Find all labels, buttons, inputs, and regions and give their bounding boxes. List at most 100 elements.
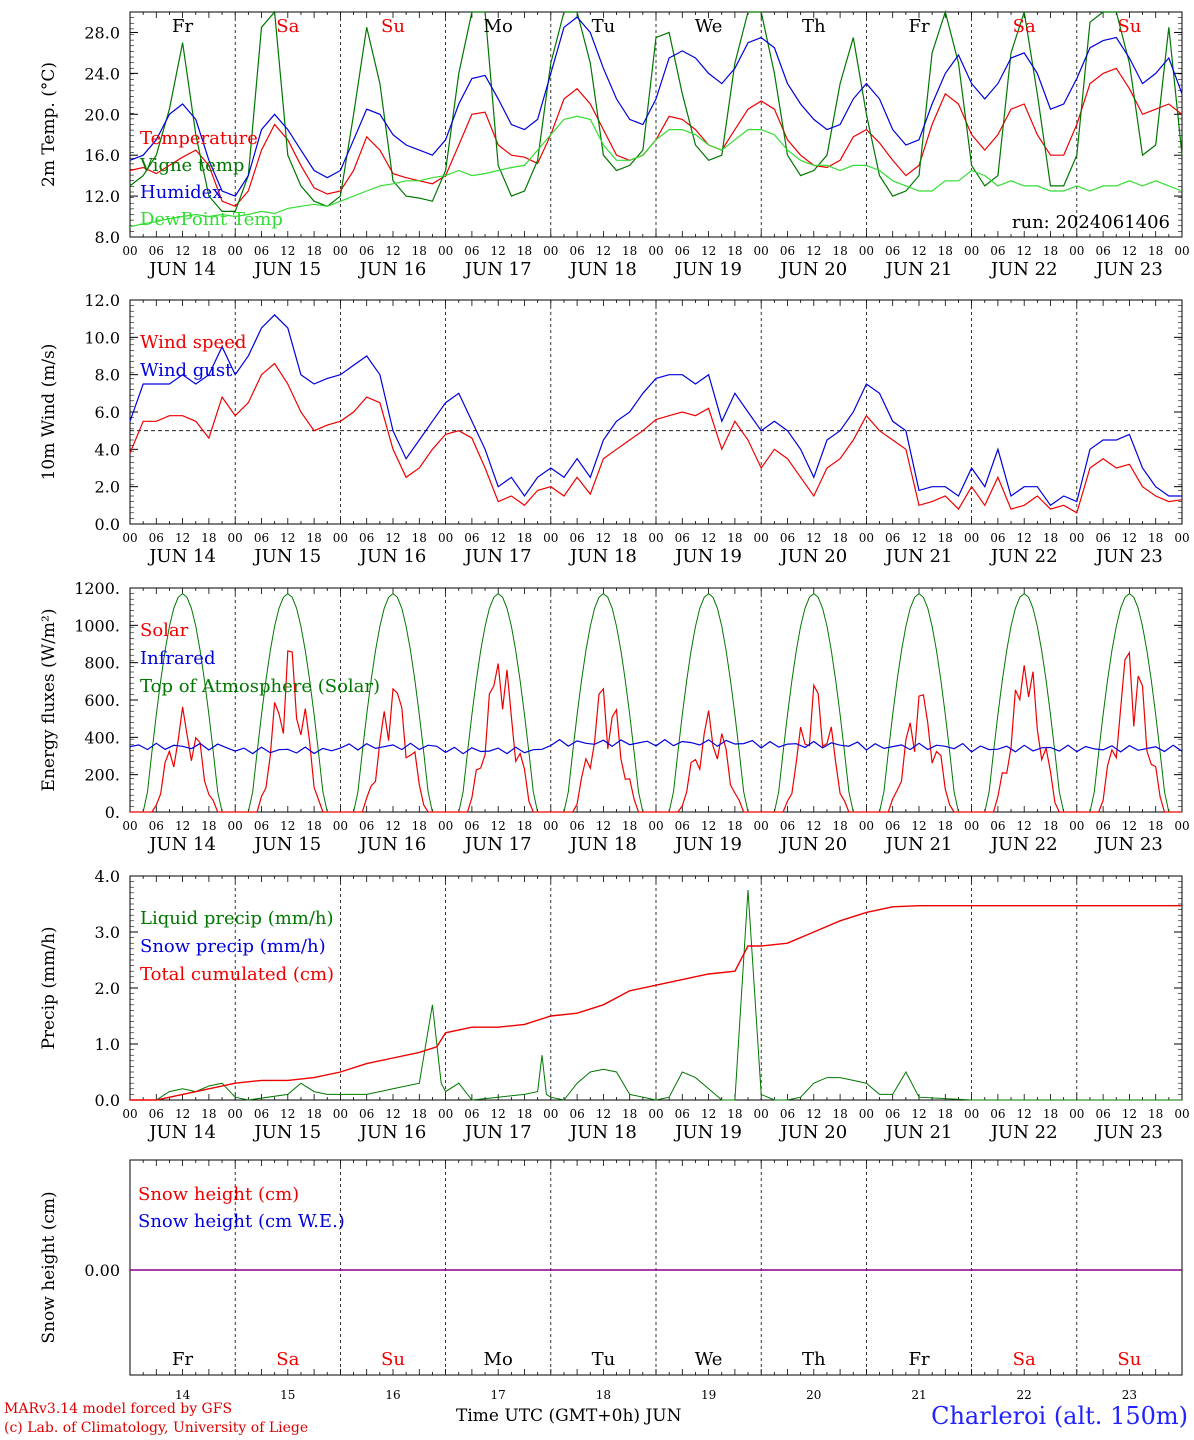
day-label: JUN 22 bbox=[989, 259, 1058, 280]
legend-top-of-atmosphere-solar-: Top of Atmosphere (Solar) bbox=[140, 676, 380, 697]
hour-tick-label: 18 bbox=[622, 531, 637, 545]
hour-tick-label: 00 bbox=[754, 1107, 769, 1121]
hour-tick-label: 12 bbox=[385, 1107, 400, 1121]
panel-2-frame bbox=[129, 587, 1183, 813]
hour-tick-label: 00 bbox=[859, 1107, 874, 1121]
legend-temperature: Temperature bbox=[140, 128, 258, 149]
hour-tick-label: 18 bbox=[1148, 244, 1163, 258]
hour-tick-label: 12 bbox=[911, 819, 926, 833]
hour-tick-label: 18 bbox=[412, 531, 427, 545]
hour-tick-label: 00 bbox=[1069, 531, 1084, 545]
day-number-label: 18 bbox=[596, 1388, 611, 1402]
legend-humidex: Humidex bbox=[140, 182, 222, 203]
day-number-label: 19 bbox=[701, 1388, 716, 1402]
series-vigne-temp bbox=[129, 9, 1183, 212]
hour-tick-label: 00 bbox=[438, 1107, 453, 1121]
day-label: JUN 18 bbox=[568, 259, 637, 280]
day-label: JUN 21 bbox=[884, 259, 953, 280]
hour-tick-label: 18 bbox=[938, 1107, 953, 1121]
hour-tick-label: 06 bbox=[569, 1107, 584, 1121]
day-label: JUN 23 bbox=[1094, 259, 1163, 280]
day-label: JUN 16 bbox=[358, 834, 427, 855]
day-label: JUN 19 bbox=[673, 546, 742, 567]
day-label: JUN 15 bbox=[252, 546, 321, 567]
legend-snow-1: Snow height (cm W.E.) bbox=[138, 1211, 345, 1232]
hour-tick-label: 06 bbox=[464, 531, 479, 545]
hour-tick-label: 12 bbox=[596, 1107, 611, 1121]
hour-tick-label: 00 bbox=[122, 244, 137, 258]
hour-tick-label: 12 bbox=[806, 531, 821, 545]
hour-tick-label: 00 bbox=[333, 1107, 348, 1121]
day-label: JUN 14 bbox=[147, 834, 216, 855]
panel-0-frame bbox=[129, 11, 1183, 238]
day-label: JUN 21 bbox=[884, 1122, 953, 1143]
hour-tick-label: 00 bbox=[438, 819, 453, 833]
hour-tick-label: 06 bbox=[990, 531, 1005, 545]
hour-tick-label: 18 bbox=[727, 1107, 742, 1121]
hour-tick-label: 12 bbox=[596, 531, 611, 545]
series-humidex bbox=[129, 16, 1183, 197]
hour-tick-label: 18 bbox=[727, 819, 742, 833]
hour-tick-label: 06 bbox=[569, 531, 584, 545]
station-name: Charleroi (alt. 150m) bbox=[931, 1402, 1188, 1430]
hour-tick-label: 00 bbox=[122, 819, 137, 833]
day-number-label: 21 bbox=[911, 1388, 926, 1402]
y-tick-label: 400. bbox=[84, 728, 120, 747]
hour-tick-label: 00 bbox=[648, 531, 663, 545]
hour-tick-label: 06 bbox=[464, 1107, 479, 1121]
hour-tick-label: 12 bbox=[1122, 244, 1137, 258]
weekday-label-bottom: Th bbox=[802, 1349, 826, 1370]
y-tick-label: 20.0 bbox=[84, 105, 120, 124]
weekday-label-bottom: Tu bbox=[592, 1349, 616, 1370]
weekday-label: Sa bbox=[1013, 16, 1036, 37]
hour-tick-label: 18 bbox=[412, 244, 427, 258]
y-tick-label: 1200. bbox=[74, 579, 120, 598]
day-label: JUN 22 bbox=[989, 834, 1058, 855]
y-tick-label: 600. bbox=[84, 691, 120, 710]
hour-tick-label: 00 bbox=[754, 531, 769, 545]
series-total-cumulated bbox=[130, 905, 1182, 1101]
hour-tick-label: 18 bbox=[201, 1107, 216, 1121]
hour-tick-label: 00 bbox=[1069, 819, 1084, 833]
hour-tick-label: 00 bbox=[333, 531, 348, 545]
hour-tick-label: 12 bbox=[596, 244, 611, 258]
hour-tick-label: 12 bbox=[175, 819, 190, 833]
hour-tick-label: 00 bbox=[648, 1107, 663, 1121]
hour-tick-label: 18 bbox=[832, 819, 847, 833]
day-number-label: 17 bbox=[491, 1388, 506, 1402]
day-label: JUN 17 bbox=[463, 259, 532, 280]
weekday-label: We bbox=[695, 16, 723, 37]
y-axis-label-4: Snow height (cm) bbox=[39, 1191, 59, 1343]
hour-tick-label: 18 bbox=[727, 531, 742, 545]
day-label: JUN 23 bbox=[1094, 834, 1163, 855]
hour-tick-label: 00 bbox=[543, 244, 558, 258]
day-number-label: 15 bbox=[280, 1388, 295, 1402]
day-label: JUN 18 bbox=[568, 546, 637, 567]
hour-tick-label: 12 bbox=[385, 244, 400, 258]
hour-tick-label: 18 bbox=[938, 819, 953, 833]
hour-tick-label: 12 bbox=[806, 244, 821, 258]
y-tick-label: 12.0 bbox=[84, 187, 120, 206]
hour-tick-label: 18 bbox=[201, 819, 216, 833]
day-label: JUN 21 bbox=[884, 834, 953, 855]
hour-tick-label: 00 bbox=[964, 244, 979, 258]
hour-tick-label: 12 bbox=[701, 244, 716, 258]
legend-wind-gust: Wind gust bbox=[140, 360, 233, 381]
hour-tick-label: 00 bbox=[543, 531, 558, 545]
hour-tick-label: 18 bbox=[832, 244, 847, 258]
hour-tick-label: 06 bbox=[990, 819, 1005, 833]
hour-tick-label: 18 bbox=[832, 531, 847, 545]
hour-tick-label: 06 bbox=[1095, 819, 1110, 833]
hour-tick-label: 18 bbox=[938, 244, 953, 258]
hour-tick-label: 06 bbox=[254, 819, 269, 833]
hour-tick-label: 06 bbox=[464, 819, 479, 833]
hour-tick-label: 06 bbox=[149, 819, 164, 833]
legend-liquid-precip-mm-h-: Liquid precip (mm/h) bbox=[140, 908, 334, 929]
series-liquid-precip bbox=[130, 889, 1182, 1101]
hour-tick-label: 00 bbox=[228, 244, 243, 258]
hour-tick-label: 18 bbox=[727, 244, 742, 258]
hour-tick-label: 12 bbox=[280, 1107, 295, 1121]
hour-tick-label: 18 bbox=[622, 1107, 637, 1121]
y-tick-label: 1000. bbox=[74, 616, 120, 635]
